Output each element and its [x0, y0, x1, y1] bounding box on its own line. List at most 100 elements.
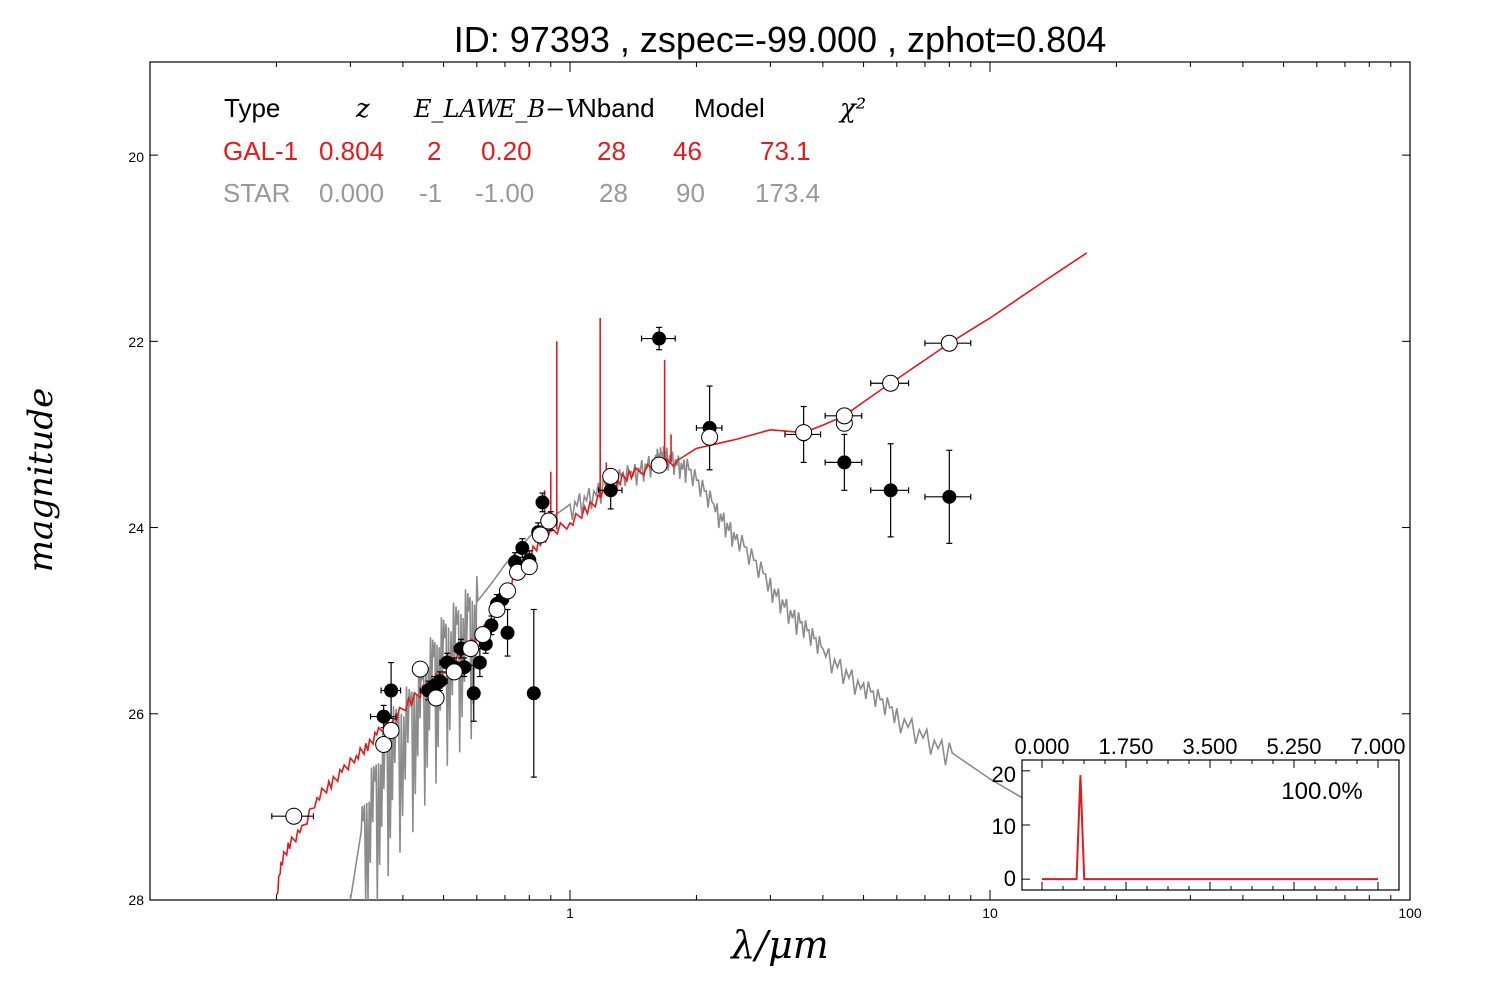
galaxy-template-layer — [275, 252, 1088, 896]
gal-ebv: 0.20 — [481, 136, 532, 166]
model-point — [474, 626, 492, 644]
y-axis-label: magnitude — [21, 388, 61, 573]
model-point — [411, 660, 429, 678]
inset-y-tick-0: 0 — [1004, 866, 1016, 891]
model-point — [870, 374, 910, 392]
gal-model: 46 — [673, 136, 702, 166]
observed-point — [870, 443, 910, 538]
model-marker — [531, 526, 549, 544]
model-point — [382, 722, 400, 740]
model-magnitude-layer — [271, 334, 972, 825]
model-marker — [795, 424, 813, 442]
info-header-type: Type — [224, 93, 280, 123]
y-tick-labels: 20 22 24 26 28 — [128, 149, 144, 908]
observed-marker — [837, 455, 852, 470]
observed-marker — [384, 683, 399, 698]
observed-point — [380, 661, 402, 720]
star-type: STAR — [223, 178, 290, 208]
star-template-layer — [349, 445, 1035, 901]
inset-y-tick-20: 20 — [992, 762, 1016, 787]
inset-x-tick-3: 5.250 — [1266, 734, 1321, 759]
x-axis-label: λ/μm — [729, 923, 829, 967]
observed-point — [535, 492, 550, 513]
inset-y-tick-10: 10 — [992, 814, 1016, 839]
model-marker — [701, 428, 719, 446]
inset-x-tick-2: 3.500 — [1182, 734, 1237, 759]
model-marker — [835, 407, 853, 425]
model-marker — [520, 558, 538, 576]
star-z: 0.000 — [319, 178, 384, 208]
observed-marker — [472, 655, 487, 670]
model-marker — [499, 582, 517, 600]
model-point — [499, 582, 517, 600]
gal-nband: 28 — [597, 136, 626, 166]
model-marker — [474, 626, 492, 644]
model-marker — [602, 467, 620, 485]
model-marker — [411, 660, 429, 678]
model-point — [650, 456, 668, 474]
model-marker — [462, 640, 480, 658]
pdf-curve — [1042, 775, 1378, 881]
observed-marker — [526, 686, 541, 701]
plot-frame — [149, 61, 1411, 901]
gal-z: 0.804 — [319, 136, 384, 166]
star-model: 90 — [676, 178, 705, 208]
inset-x-tick-labels: 0.000 1.750 3.500 5.250 7.000 — [1014, 734, 1405, 759]
observed-point — [924, 449, 972, 544]
model-point — [795, 424, 813, 442]
inset-y-tick-labels: 20 10 0 — [992, 762, 1016, 891]
observed-point — [369, 704, 397, 729]
model-point — [824, 407, 863, 425]
info-row-gal: GAL-1 0.804 2 0.20 28 46 73.1 — [223, 136, 811, 166]
inset-probability-label: 100.0% — [1281, 778, 1362, 805]
observed-marker — [466, 686, 481, 701]
model-point — [531, 526, 549, 544]
observed-marker — [376, 709, 391, 724]
inset-x-tick-4: 7.000 — [1350, 734, 1405, 759]
model-point — [602, 467, 620, 485]
observed-point — [466, 664, 481, 722]
observed-point — [500, 608, 515, 657]
star-elaw: -1 — [419, 178, 442, 208]
model-point — [462, 640, 480, 658]
galaxy-template-line — [275, 252, 1088, 896]
axis-ticks — [149, 62, 1410, 900]
model-point — [427, 689, 445, 707]
model-marker — [882, 374, 900, 392]
info-header-elaw: E_LAW — [413, 95, 503, 123]
inset-ticks — [1022, 760, 1379, 890]
observed-point — [640, 326, 676, 351]
gal-type: GAL-1 — [223, 136, 298, 166]
model-marker — [382, 722, 400, 740]
inset-x-tick-1: 1.750 — [1098, 734, 1153, 759]
observed-marker — [652, 331, 667, 346]
star-nband: 28 — [599, 178, 628, 208]
model-marker — [445, 663, 463, 681]
model-marker — [427, 689, 445, 707]
x-tick-label-100: 100 — [1398, 905, 1422, 921]
observed-marker — [883, 483, 898, 498]
model-point — [540, 512, 558, 530]
observed-point — [824, 433, 863, 491]
observed-point — [526, 608, 541, 778]
y-tick-label-24: 24 — [128, 520, 144, 536]
info-header-model: Model — [694, 93, 765, 123]
observed-marker — [515, 541, 530, 556]
pdf-inset: 0.000 1.750 3.500 5.250 7.000 20 10 0 10… — [992, 734, 1406, 891]
model-point — [375, 736, 393, 754]
info-header-chi2: χ² — [838, 94, 866, 124]
observed-point — [457, 657, 472, 678]
observed-marker — [603, 483, 618, 498]
observed-marker — [942, 489, 957, 504]
chart-title: ID: 97393 , zspec=-99.000 , zphot=0.804 — [454, 19, 1106, 60]
main-plot: 1 10 100 20 22 24 26 28 — [128, 61, 1422, 921]
info-header-nband: Nband — [578, 93, 655, 123]
star-chi2: 173.4 — [755, 178, 820, 208]
info-table: Type z E_LAW E_B−V Nband Model χ² GAL-1 … — [223, 93, 866, 208]
model-point — [701, 428, 719, 446]
y-tick-label-26: 26 — [128, 706, 144, 722]
star-template-line — [349, 445, 1035, 901]
y-tick-label-20: 20 — [128, 149, 144, 165]
model-marker — [488, 600, 506, 618]
observed-point — [515, 538, 530, 558]
